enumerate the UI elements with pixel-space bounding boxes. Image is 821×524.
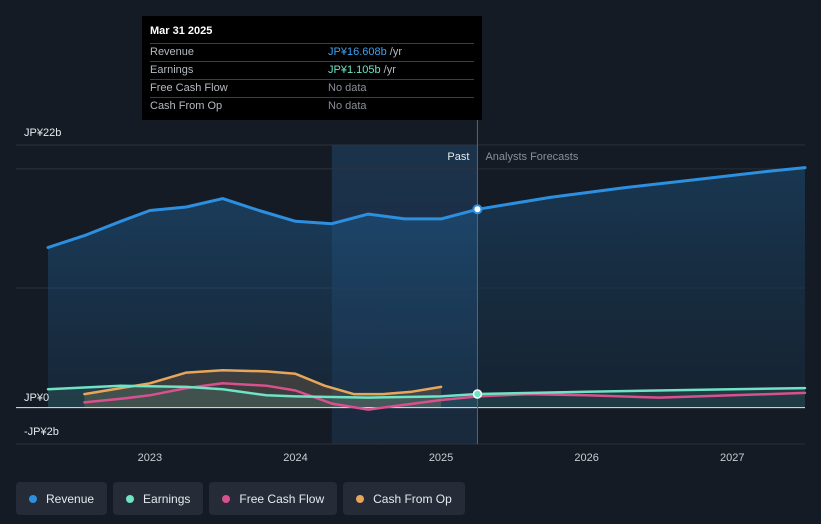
x-tick-label: 2026 [574, 452, 598, 464]
tooltip-value: JP¥16.608b /yr [328, 44, 402, 61]
earnings-area [48, 385, 805, 408]
tooltip-value: JP¥1.105b /yr [328, 62, 396, 79]
legend: Revenue Earnings Free Cash Flow Cash Fro… [16, 482, 465, 515]
tooltip-label: Cash From Op [150, 100, 223, 112]
tooltip-value-number: JP¥1.105b [328, 64, 381, 76]
y-axis-label: -JP¥2b [24, 426, 59, 438]
revenue-area [48, 167, 805, 408]
legend-dot-icon [126, 494, 135, 503]
tooltip-row-free-cash-flow: Free Cash Flow No data [150, 79, 474, 97]
legend-dot-icon [29, 494, 37, 503]
legend-item-revenue[interactable]: Revenue [16, 482, 108, 515]
x-tick-label: 2024 [283, 452, 307, 464]
tooltip: Mar 31 2025 Revenue JP¥16.608b /yr Earni… [142, 16, 482, 120]
earnings-line [46, 384, 807, 399]
legend-label: Cash From Op [373, 491, 452, 506]
tooltip-label: Free Cash Flow [150, 82, 228, 94]
y-axis-label: JP¥22b [24, 127, 61, 139]
x-tick-label: 2027 [720, 452, 744, 464]
tooltip-value-number: JP¥16.608b [328, 46, 387, 58]
free-cash-flow-line [83, 382, 807, 411]
tooltip-row-revenue: Revenue JP¥16.608b /yr [150, 43, 474, 61]
legend-label: Revenue [46, 491, 95, 506]
tooltip-value-unit: /yr [383, 64, 396, 76]
revenue-line [46, 166, 807, 249]
tooltip-value-unit: /yr [389, 46, 403, 58]
y-axis-label: JP¥0 [24, 392, 49, 404]
cash-from-op-line [83, 368, 443, 396]
tooltip-label: Earnings [150, 64, 194, 76]
tooltip-date: Mar 31 2025 [150, 25, 213, 37]
tooltip-value: No data [328, 80, 367, 97]
legend-item-cash-from-op[interactable]: Cash From Op [343, 482, 465, 515]
legend-item-free-cash-flow[interactable]: Free Cash Flow [209, 482, 338, 515]
forecast-label: Analysts Forecasts [485, 151, 578, 163]
tooltip-row-cash-from-op: Cash From Op No data [150, 97, 474, 115]
tooltip-value-number: No data [328, 100, 367, 112]
tooltip-value: No data [328, 98, 367, 115]
legend-dot-icon [356, 494, 365, 503]
legend-dot-icon [222, 494, 231, 503]
legend-label: Free Cash Flow [239, 491, 325, 506]
legend-item-earnings[interactable]: Earnings [113, 482, 204, 515]
past-label: Past [447, 151, 469, 163]
tooltip-row-earnings: Earnings JP¥1.105b /yr [150, 61, 474, 79]
tooltip-value-number: No data [328, 82, 367, 94]
legend-label: Earnings [143, 491, 191, 506]
tooltip-label: Revenue [150, 46, 195, 58]
x-tick-label: 2025 [429, 452, 453, 464]
earnings-marker [472, 389, 483, 399]
revenue-marker [472, 204, 483, 215]
x-tick-label: 2023 [138, 452, 162, 464]
